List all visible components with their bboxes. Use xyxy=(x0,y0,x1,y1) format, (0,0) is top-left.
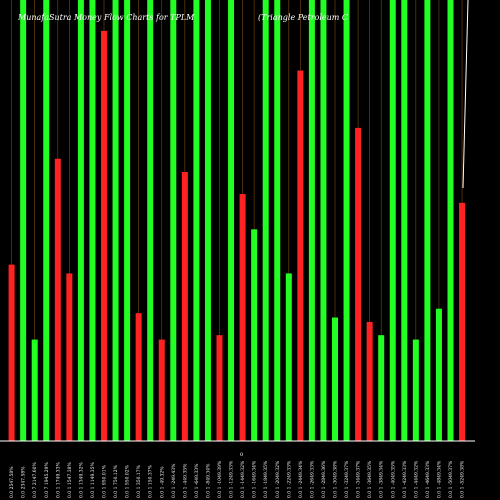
x-tick-label: 0.0 1 -3249.37% xyxy=(344,460,350,498)
x-tick-labels: 0.0 2547.58% 0.0 2347.58% 0.0 7 2147.60% 0.… xyxy=(9,460,465,498)
money-flow-bar xyxy=(228,0,235,441)
money-flow-bar xyxy=(239,194,246,441)
x-tick-label: 0.0 1 350.17% xyxy=(136,464,142,498)
money-flow-bar xyxy=(308,0,315,441)
x-tick-label: 0.0 1 -249.43% xyxy=(171,463,177,498)
x-tick-label: 0.0 1 150.37% xyxy=(148,464,154,498)
x-tick-label: 0.0 1 -1449.32% xyxy=(240,460,246,498)
money-flow-bar xyxy=(459,202,466,441)
x-tick-label: 0.0 2347.58% xyxy=(21,466,27,498)
money-flow-bar xyxy=(297,70,304,441)
x-tick-label: 0.0 1 1749.33% xyxy=(55,462,61,498)
center-label: 0 xyxy=(240,452,243,458)
money-flow-bar xyxy=(274,0,281,441)
x-tick-label: 0.0 1 -2849.36% xyxy=(321,460,327,498)
money-flow-bar xyxy=(424,0,431,441)
x-tick-label: 0.0 1 -2449.34% xyxy=(298,460,304,498)
x-tick-label: 0.0 1 -4049.35% xyxy=(390,460,396,498)
money-flow-bar xyxy=(135,313,142,441)
chart-title: MunafaSutra Money Flow Charts for TPLM xyxy=(17,13,195,22)
money-flow-bar xyxy=(20,0,27,441)
x-tick-label: 0.0 1 -4849.34% xyxy=(436,460,442,498)
money-flow-bar xyxy=(204,0,211,441)
x-tick-label: 0.0 1 -2049.32% xyxy=(275,460,281,498)
money-flow-bar xyxy=(447,0,454,441)
x-tick-label: 0.0 1 -1249.33% xyxy=(229,460,235,498)
money-flow-bar xyxy=(124,0,131,441)
x-tick-label: 0.0 1 -1649.34% xyxy=(252,460,258,498)
money-flow-bar xyxy=(285,273,292,441)
x-tick-label: 0.0 1 -49.32% xyxy=(159,466,165,498)
money-flow-bar xyxy=(389,0,396,441)
x-tick-label: 0.0 2547.58% xyxy=(9,466,15,498)
x-tick-label: 0.0 1 -649.33% xyxy=(194,463,200,498)
money-flow-bar xyxy=(8,264,15,441)
money-flow-bar xyxy=(170,0,177,441)
x-tick-label: 0.0 7 2147.60% xyxy=(32,462,38,498)
money-flow-bar xyxy=(101,30,107,442)
x-tick-label: 0.0 1 -4249.33% xyxy=(402,460,408,498)
x-tick-label: 0.0 1 -849.34% xyxy=(205,463,211,498)
x-tick-label: 0.0 7 1945.29% xyxy=(44,462,50,498)
right-edge-marker xyxy=(462,0,469,189)
money-flow-bar xyxy=(66,273,73,441)
x-tick-label: 0.0 1 -2249.33% xyxy=(286,460,292,498)
x-tick-label: 0.0 1 -1049.39% xyxy=(217,460,223,498)
x-tick-label: 0.0 1 750.12% xyxy=(113,464,119,498)
x-tick-label: 0.0 1 -4649.33% xyxy=(425,460,431,498)
money-flow-bar xyxy=(355,127,362,441)
x-tick-label: 0.0 1 -3849.34% xyxy=(379,460,385,498)
money-flow-bar xyxy=(332,317,338,441)
x-tick-label: 0.0 1 -3049.38% xyxy=(333,460,339,498)
money-flow-bar xyxy=(216,335,223,441)
money-flow-bar xyxy=(54,158,61,441)
x-tick-label: 0.0 1 -449.35% xyxy=(182,463,188,498)
money-flow-bar xyxy=(112,0,119,441)
money-flow-bar xyxy=(31,339,38,441)
money-flow-bar xyxy=(401,0,408,441)
money-flow-bar xyxy=(43,0,50,441)
x-tick-label: 0.0 1 -3449.37% xyxy=(356,460,362,498)
money-flow-bar xyxy=(77,0,84,441)
money-flow-bar xyxy=(251,229,258,441)
money-flow-bar xyxy=(262,0,269,441)
money-flow-bar xyxy=(89,0,96,441)
x-tick-label: 0.0 1 -5049.37% xyxy=(448,460,454,498)
x-tick-label: 0.0 1 -5249.38% xyxy=(460,460,466,498)
money-flow-bar xyxy=(147,0,154,441)
money-flow-bar xyxy=(378,335,385,441)
money-flow-bar xyxy=(193,0,200,441)
x-tick-label: 0.0 1 -2649.33% xyxy=(309,460,315,498)
x-tick-label: 0.0 1 -1849.35% xyxy=(263,460,269,498)
bars xyxy=(8,0,466,442)
x-tick-label: 0.0 1 1349.32% xyxy=(78,462,84,498)
money-flow-bar xyxy=(366,321,373,441)
x-tick-label: 0.0 1 -3649.35% xyxy=(367,460,373,498)
chart-title-company: (Triangle Petroleum C xyxy=(258,13,348,22)
money-flow-bar xyxy=(158,339,165,441)
x-tick-label: 0.0 1 550.02% xyxy=(125,464,131,498)
money-flow-bar xyxy=(181,171,188,442)
money-flow-bar xyxy=(343,0,350,441)
money-flow-bar xyxy=(412,339,419,441)
x-tick-label: 0.0 1 950.01% xyxy=(102,464,108,498)
x-tick-label: 0.0 1 1149.35% xyxy=(90,462,96,498)
money-flow-bar xyxy=(435,308,442,441)
money-flow-bar xyxy=(320,0,327,441)
x-tick-label: 0.0 1 1547.38% xyxy=(67,462,73,498)
x-tick-label: 0.0 1 -4449.32% xyxy=(413,460,419,498)
